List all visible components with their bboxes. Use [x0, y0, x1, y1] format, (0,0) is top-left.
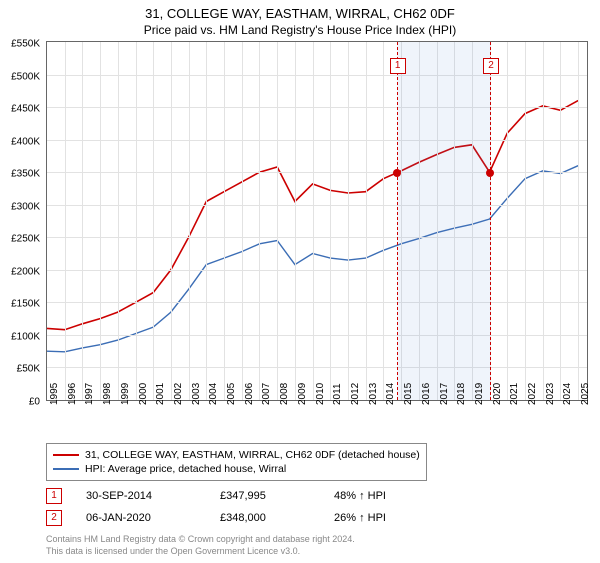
- x-tick-label: 2003: [191, 383, 202, 405]
- plot-area: 12: [46, 41, 588, 401]
- x-axis: 1995199619971998199920002001200220032004…: [46, 401, 588, 437]
- sale-marker-2: 2: [46, 510, 62, 526]
- sale-price: £347,995: [220, 490, 310, 502]
- x-tick-label: 2017: [439, 383, 450, 405]
- legend-item-property: 31, COLLEGE WAY, EASTHAM, WIRRAL, CH62 0…: [53, 448, 420, 462]
- y-tick-label: £50K: [17, 364, 40, 375]
- x-tick-label: 2010: [315, 383, 326, 405]
- x-tick-label: 2020: [492, 383, 503, 405]
- y-tick-label: £100K: [11, 331, 40, 342]
- y-tick-label: £550K: [11, 39, 40, 50]
- sale-price: £348,000: [220, 512, 310, 524]
- legend-label: HPI: Average price, detached house, Wirr…: [85, 463, 286, 475]
- footnote-line: This data is licensed under the Open Gov…: [46, 545, 588, 557]
- x-tick-label: 2000: [138, 383, 149, 405]
- sale-row: 2 06-JAN-2020 £348,000 26% ↑ HPI: [46, 507, 588, 529]
- y-tick-label: £500K: [11, 71, 40, 82]
- legend-swatch: [53, 468, 79, 470]
- x-tick-label: 1996: [67, 383, 78, 405]
- footnote: Contains HM Land Registry data © Crown c…: [46, 533, 588, 557]
- x-tick-label: 2006: [244, 383, 255, 405]
- sale-date: 06-JAN-2020: [86, 512, 196, 524]
- chart-title: 31, COLLEGE WAY, EASTHAM, WIRRAL, CH62 0…: [0, 0, 600, 21]
- x-tick-label: 2019: [474, 383, 485, 405]
- x-tick-label: 2001: [155, 383, 166, 405]
- sale-date: 30-SEP-2014: [86, 490, 196, 502]
- sale-row: 1 30-SEP-2014 £347,995 48% ↑ HPI: [46, 485, 588, 507]
- sale-marker-line: [490, 42, 491, 400]
- y-tick-label: £150K: [11, 299, 40, 310]
- y-tick-label: £200K: [11, 266, 40, 277]
- x-tick-label: 1995: [49, 383, 60, 405]
- footnote-line: Contains HM Land Registry data © Crown c…: [46, 533, 588, 545]
- x-tick-label: 2014: [385, 383, 396, 405]
- ownership-span-shade: [397, 42, 490, 400]
- x-tick-label: 2025: [580, 383, 591, 405]
- chart-subtitle: Price paid vs. HM Land Registry's House …: [0, 21, 600, 41]
- x-tick-label: 2022: [527, 383, 538, 405]
- y-tick-label: £250K: [11, 234, 40, 245]
- x-tick-label: 2015: [403, 383, 414, 405]
- x-tick-label: 2009: [297, 383, 308, 405]
- y-tick-label: £450K: [11, 104, 40, 115]
- y-tick-label: £350K: [11, 169, 40, 180]
- x-tick-label: 1998: [102, 383, 113, 405]
- x-tick-label: 2021: [509, 383, 520, 405]
- x-tick-label: 2013: [368, 383, 379, 405]
- y-tick-label: £400K: [11, 136, 40, 147]
- sale-marker-box: 2: [483, 58, 499, 74]
- x-tick-label: 2023: [545, 383, 556, 405]
- x-tick-label: 1999: [120, 383, 131, 405]
- legend: 31, COLLEGE WAY, EASTHAM, WIRRAL, CH62 0…: [46, 443, 427, 481]
- sale-marker-1: 1: [46, 488, 62, 504]
- x-tick-label: 2024: [562, 383, 573, 405]
- chart-container: 31, COLLEGE WAY, EASTHAM, WIRRAL, CH62 0…: [0, 0, 600, 557]
- sale-diff: 26% ↑ HPI: [334, 512, 444, 524]
- x-tick-label: 1997: [84, 383, 95, 405]
- x-tick-label: 2018: [456, 383, 467, 405]
- x-tick-label: 2004: [208, 383, 219, 405]
- legend-item-hpi: HPI: Average price, detached house, Wirr…: [53, 462, 420, 476]
- sale-diff: 48% ↑ HPI: [334, 490, 444, 502]
- sale-marker-dot: [486, 169, 494, 177]
- chart-lines: [47, 42, 587, 400]
- legend-label: 31, COLLEGE WAY, EASTHAM, WIRRAL, CH62 0…: [85, 449, 420, 461]
- y-axis: £0£50K£100K£150K£200K£250K£300K£350K£400…: [0, 44, 44, 404]
- sale-marker-line: [397, 42, 398, 400]
- x-tick-label: 2011: [332, 383, 343, 405]
- x-tick-label: 2016: [421, 383, 432, 405]
- y-tick-label: £300K: [11, 201, 40, 212]
- sales-table: 1 30-SEP-2014 £347,995 48% ↑ HPI 2 06-JA…: [46, 485, 588, 529]
- x-tick-label: 2007: [261, 383, 272, 405]
- x-tick-label: 2008: [279, 383, 290, 405]
- legend-swatch: [53, 454, 79, 456]
- x-tick-label: 2002: [173, 383, 184, 405]
- sale-marker-box: 1: [390, 58, 406, 74]
- sale-marker-dot: [393, 169, 401, 177]
- x-tick-label: 2005: [226, 383, 237, 405]
- y-tick-label: £0: [29, 397, 40, 408]
- x-tick-label: 2012: [350, 383, 361, 405]
